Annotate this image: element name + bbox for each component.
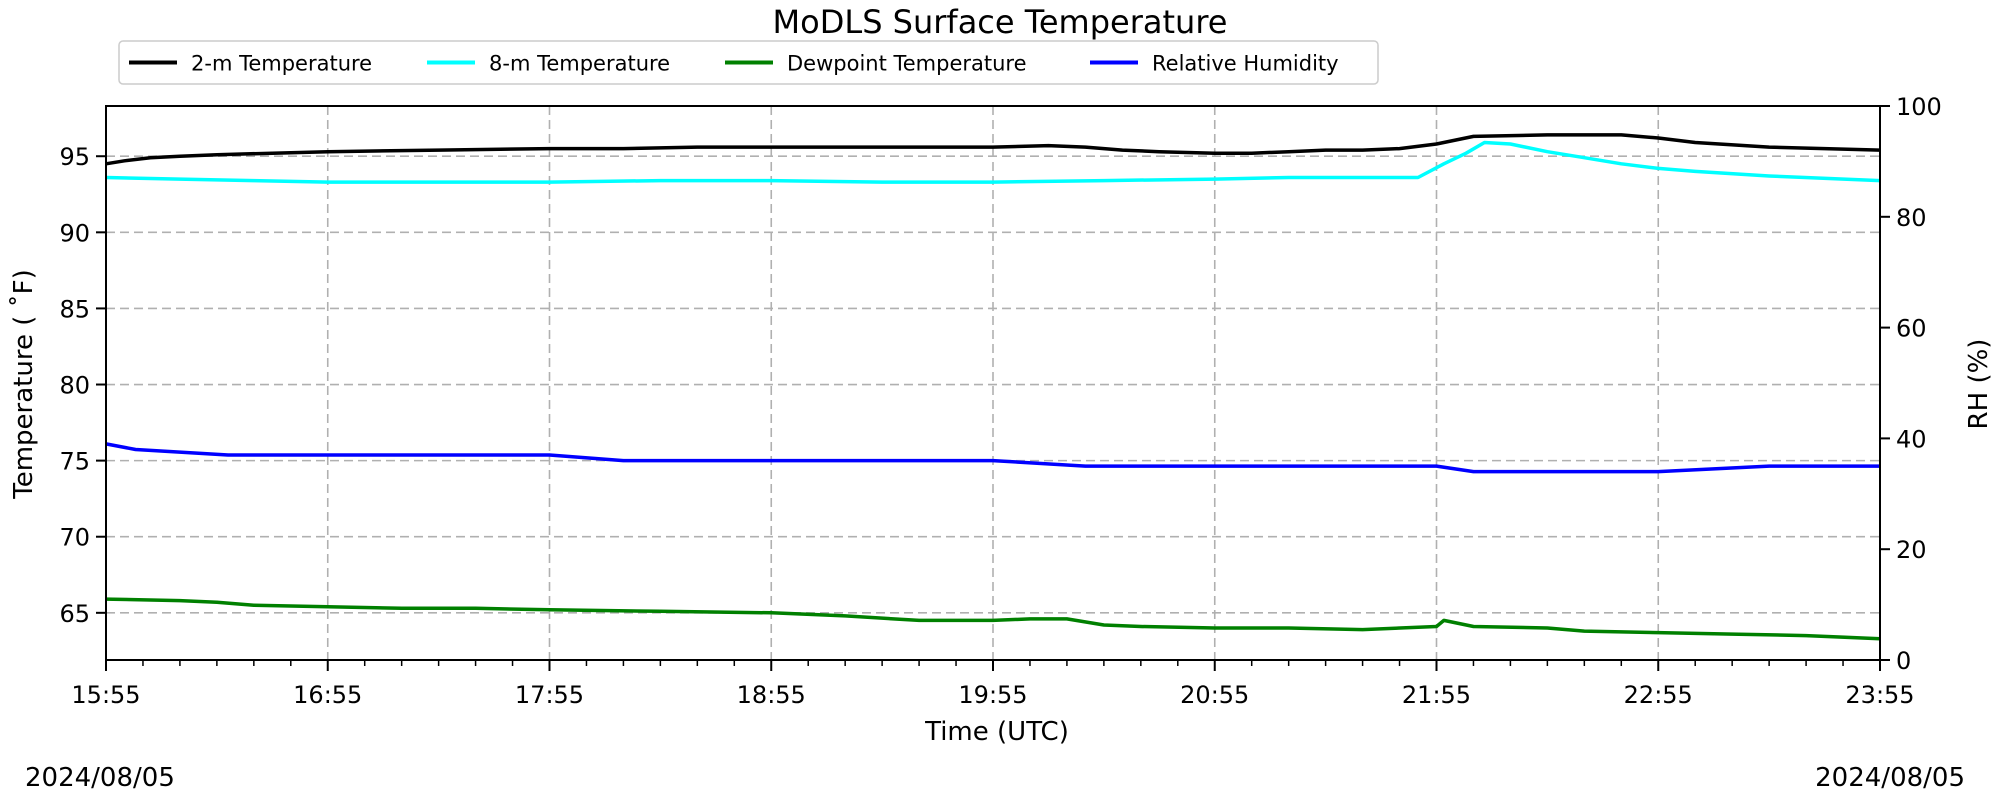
- legend-label: Dewpoint Temperature: [787, 52, 1027, 76]
- x-tick-label: 18:55: [737, 681, 806, 709]
- x-tick-label: 22:55: [1624, 681, 1693, 709]
- date-left: 2024/08/05: [25, 763, 175, 793]
- x-tick-label: 17:55: [515, 681, 584, 709]
- y-tick-label-right: 0: [1896, 647, 1911, 675]
- x-tick-label: 20:55: [1180, 681, 1249, 709]
- tick-marks: 15:55 16:55 17:55 18:55 19:55 20:55 21:55 22:55…: [59, 93, 1941, 709]
- y-tick-label-left: 75: [59, 448, 90, 476]
- y-tick-label-left: 65: [59, 600, 90, 628]
- series-lines: [105, 133, 1881, 641]
- y-tick-label-left: 70: [59, 524, 90, 552]
- x-tick-label: 19:55: [958, 681, 1027, 709]
- chart-title: MoDLS Surface Temperature: [773, 3, 1228, 41]
- y-axis-label-left: Temperature ( ˚F): [9, 269, 39, 499]
- y-tick-label-right: 40: [1896, 425, 1927, 453]
- series-line-dewpoint-temperature: [105, 597, 1881, 641]
- grid-lines: [106, 106, 1880, 660]
- y-axis-label-right: RH (%): [1964, 339, 1994, 430]
- x-tick-label: 23:55: [1845, 681, 1914, 709]
- legend: 2-m Temperature 8-m Temperature Dewpoint T…: [118, 40, 1379, 85]
- series-line-relative-humidity: [105, 442, 1880, 474]
- date-right: 2024/08/05: [1815, 763, 1965, 793]
- series-line-8-m-temperature: [105, 140, 1881, 184]
- y-tick-label-right: 60: [1896, 315, 1927, 343]
- x-tick-label: 15:55: [71, 681, 140, 709]
- y-tick-label-right: 100: [1896, 93, 1942, 121]
- y-tick-label-left: 80: [59, 372, 90, 400]
- legend-label: 8-m Temperature: [489, 52, 670, 76]
- y-tick-label-right: 20: [1896, 536, 1927, 564]
- x-tick-label: 21:55: [1402, 681, 1471, 709]
- y-tick-label-left: 90: [59, 219, 90, 247]
- series-line-2-m-temperature: [105, 133, 1881, 166]
- y-tick-label-left: 95: [59, 143, 90, 171]
- y-tick-label-right: 80: [1896, 204, 1927, 232]
- y-tick-label-left: 85: [59, 295, 90, 323]
- x-axis-label: Time (UTC): [924, 717, 1069, 747]
- x-tick-label: 16:55: [293, 681, 362, 709]
- legend-label: 2-m Temperature: [191, 52, 372, 76]
- legend-label: Relative Humidity: [1152, 52, 1339, 76]
